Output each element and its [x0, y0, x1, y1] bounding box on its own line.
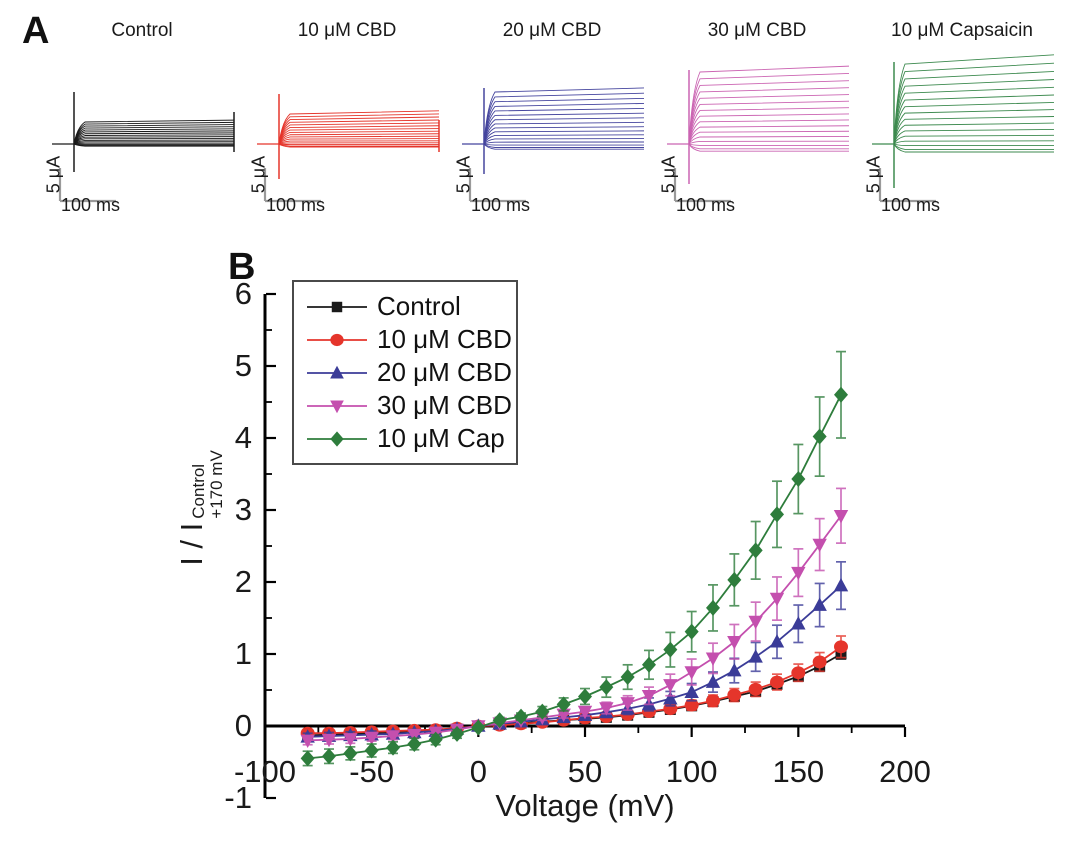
time-scale-label: 100 ms	[676, 195, 736, 215]
panel-b-label: B	[228, 246, 256, 288]
legend-label: 20 μM CBD	[377, 357, 512, 387]
current-traces-plot	[52, 92, 235, 203]
svg-text:2: 2	[235, 564, 252, 599]
y-axis-label-superscript: Control	[189, 463, 209, 519]
trace-group-title: 30 μM CBD	[707, 20, 807, 41]
legend-label: 10 μM CBD	[377, 324, 512, 354]
svg-text:100: 100	[666, 754, 718, 789]
current-scale-label: 5 μA	[43, 155, 64, 194]
iv-curve-chart: -1 0 1 2 3 4 5 6 -100 -50 0 50 100 150 200	[224, 276, 931, 815]
legend-entry-10cbd: 10 μM CBD	[306, 324, 512, 355]
current-traces-plot	[872, 54, 1055, 203]
legend-entry-30cbd: 30 μM CBD	[306, 390, 512, 421]
trace-group-30cbd: 30 μM CBD 5 μA 100 ms	[659, 18, 855, 240]
y-axis-label: I / I Control +170 mV	[174, 450, 226, 566]
legend-marker-triangle-down-icon	[306, 396, 368, 416]
legend: Control 10 μM CBD 20 μM CBD 30 μM CBD 10…	[292, 280, 518, 465]
svg-text:150: 150	[772, 754, 824, 789]
legend-marker-square-icon	[306, 297, 368, 317]
current-scale-label: 5 μA	[453, 155, 474, 194]
svg-text:4: 4	[235, 420, 252, 455]
legend-entry-capsaicin: 10 μM Cap	[306, 423, 506, 454]
legend-label: 10 μM Cap	[377, 423, 505, 453]
svg-text:6: 6	[235, 276, 252, 311]
legend-entry-20cbd: 20 μM CBD	[306, 357, 512, 388]
svg-text:0: 0	[235, 708, 252, 743]
svg-text:1: 1	[235, 636, 252, 671]
y-axis-label-scripts: Control +170 mV	[189, 450, 226, 519]
trace-group-title: 20 μM CBD	[502, 20, 602, 41]
current-traces-plot	[257, 94, 440, 203]
trace-plot-wrap: 5 μA 100 ms	[864, 44, 1060, 240]
svg-text:5: 5	[235, 348, 252, 383]
svg-text:-100: -100	[234, 754, 296, 789]
svg-text:-50: -50	[349, 754, 394, 789]
x-axis-label: Voltage (mV)	[495, 788, 675, 823]
trace-row: Control 5 μA 100 ms 10 μM CBD 5 μA 100 m…	[44, 18, 1066, 240]
svg-text:3: 3	[235, 492, 252, 527]
time-scale-label: 100 ms	[881, 195, 941, 215]
time-scale-label: 100 ms	[471, 195, 531, 215]
trace-group-title: 10 μM CBD	[297, 20, 397, 41]
trace-plot-wrap: 5 μA 100 ms	[44, 44, 240, 240]
y-axis-label-subscript: +170 mV	[207, 450, 226, 519]
trace-group-20cbd: 20 μM CBD 5 μA 100 ms	[454, 18, 650, 240]
trace-group-title: Control	[111, 20, 173, 41]
trace-plot-wrap: 5 μA 100 ms	[454, 44, 650, 240]
current-scale-label: 5 μA	[863, 155, 884, 194]
panel-a: A Control 5 μA 100 ms 10 μM CBD 5 μA 100…	[0, 0, 1066, 238]
trace-group-10cbd: 10 μM CBD 5 μA 100 ms	[249, 18, 445, 240]
current-scale-label: 5 μA	[248, 155, 269, 194]
time-scale-label: 100 ms	[61, 195, 121, 215]
current-traces-plot	[667, 65, 850, 203]
y-axis-label-base: I / I	[174, 522, 210, 566]
svg-text:0: 0	[470, 754, 487, 789]
trace-group-title: 10 μM Capsaicin	[891, 20, 1033, 41]
trace-plot-wrap: 5 μA 100 ms	[659, 44, 855, 240]
time-scale-label: 100 ms	[266, 195, 326, 215]
trace-group-capsaicin: 10 μM Capsaicin 5 μA 100 ms	[864, 18, 1060, 240]
panel-b: -1 0 1 2 3 4 5 6 -100 -50 0 50 100 150 200 B I / I Cont…	[0, 240, 1066, 860]
legend-marker-triangle-up-icon	[306, 363, 368, 383]
svg-text:200: 200	[879, 754, 931, 789]
panel-a-label: A	[22, 10, 50, 52]
legend-label: 30 μM CBD	[377, 390, 512, 420]
current-scale-label: 5 μA	[658, 155, 679, 194]
trace-plot-wrap: 5 μA 100 ms	[249, 44, 445, 240]
svg-text:-1: -1	[224, 780, 252, 815]
legend-marker-circle-icon	[306, 330, 368, 350]
current-traces-plot	[462, 87, 645, 203]
legend-entry-control: Control	[306, 291, 506, 322]
trace-group-control: Control 5 μA 100 ms	[44, 18, 240, 240]
svg-text:50: 50	[568, 754, 602, 789]
legend-marker-diamond-icon	[306, 429, 368, 449]
legend-label: Control	[377, 291, 461, 321]
